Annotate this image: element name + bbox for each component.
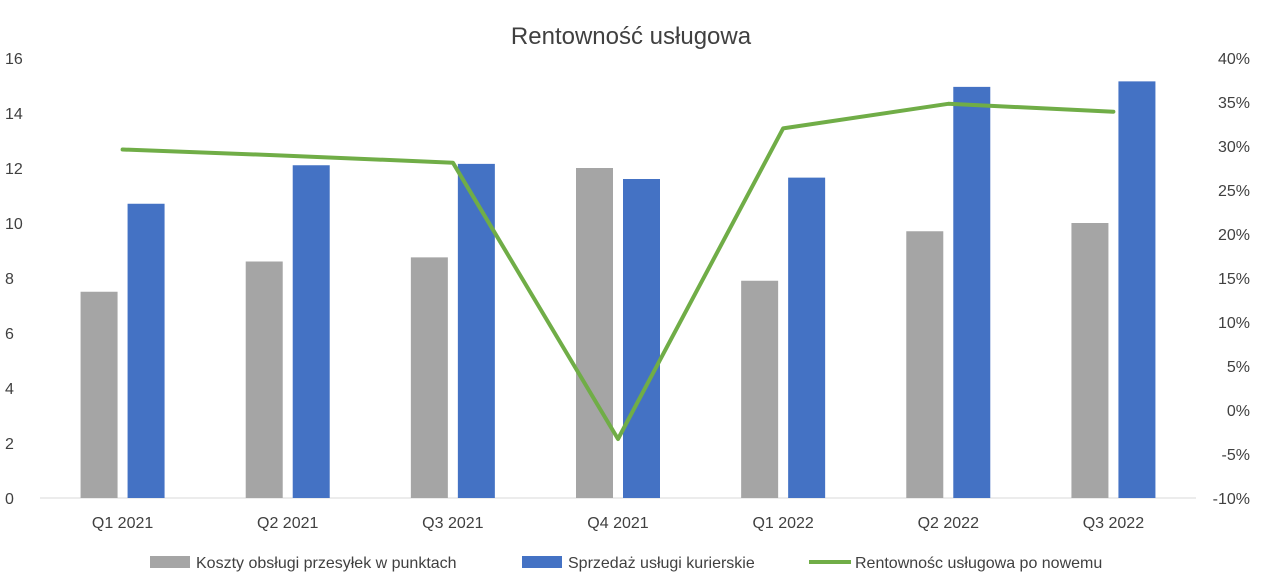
bar-koszty <box>410 257 448 498</box>
x-labels: Q1 2021 Q2 2021 Q3 2021 Q4 2021 Q1 2022 Q2 20… <box>92 515 1144 532</box>
right-axis-tick-label: 20% <box>1218 227 1250 244</box>
right-axis-tick-label: 40% <box>1218 51 1250 68</box>
chart-title: Rentowność usługowa <box>511 23 752 50</box>
bar-sprzedaz <box>292 165 330 498</box>
x-tick-label: Q2 2022 <box>918 515 979 532</box>
x-tick-label: Q4 2021 <box>587 515 648 532</box>
legend-swatch <box>522 556 562 568</box>
x-tick-label: Q3 2021 <box>422 515 483 532</box>
left-axis-tick-label: 14 <box>5 106 23 123</box>
left-axis-tick-label: 4 <box>5 381 14 398</box>
legend: Koszty obsługi przesyłek w punktach Sprze… <box>150 555 1102 572</box>
left-axis-tick-label: 8 <box>5 271 14 288</box>
bars <box>80 81 1156 498</box>
bar-koszty <box>576 168 613 498</box>
bar-koszty <box>906 231 944 498</box>
bar-sprzedaz <box>953 86 991 498</box>
left-axis-tick-label: 6 <box>5 326 14 343</box>
bar-sprzedaz <box>127 203 165 498</box>
left-axis-tick-label: 16 <box>5 51 23 68</box>
legend-label: Rentownośc usługowa po nowemu <box>855 555 1102 572</box>
legend-label: Koszty obsługi przesyłek w punktach <box>196 555 457 572</box>
left-axis-tick-label: 2 <box>5 436 14 453</box>
bar-koszty <box>741 280 779 498</box>
legend-swatch <box>150 556 190 568</box>
line-series <box>120 101 1116 441</box>
bar-koszty <box>245 261 283 498</box>
right-axis-tick-label: 35% <box>1218 95 1250 112</box>
left-axis-tick-label: 0 <box>5 491 14 508</box>
legend-label: Sprzedaż usługi kurierskie <box>568 555 755 572</box>
x-tick-label: Q1 2021 <box>92 515 153 532</box>
right-axis-tick-label: 5% <box>1227 359 1250 376</box>
x-tick-label: Q1 2022 <box>752 515 813 532</box>
right-axis-tick-label: -5% <box>1222 447 1250 464</box>
bar-sprzedaz <box>1118 81 1156 498</box>
left-axis-tick-label: 10 <box>5 216 23 233</box>
left-axis: 0 2 4 6 8 10 12 14 16 <box>5 51 23 508</box>
bar-sprzedaz <box>457 163 495 498</box>
right-axis-tick-label: 25% <box>1218 183 1250 200</box>
right-axis-tick-label: 0% <box>1227 403 1250 420</box>
bar-koszty <box>80 291 118 498</box>
right-axis-tick-label: 30% <box>1218 139 1250 156</box>
bar-koszty <box>1071 223 1109 498</box>
right-axis: -10% -5% 0% 5% 10% 15% 20% 25% 30% 35% 40% <box>1213 51 1250 508</box>
bar-sprzedaz <box>623 179 660 498</box>
rentownosc-line <box>120 101 1116 441</box>
right-axis-tick-label: 15% <box>1218 271 1250 288</box>
bar-sprzedaz <box>788 177 826 498</box>
x-tick-label: Q3 2022 <box>1083 515 1144 532</box>
right-axis-tick-label: 10% <box>1218 315 1250 332</box>
left-axis-tick-label: 12 <box>5 161 23 178</box>
x-tick-label: Q2 2021 <box>257 515 318 532</box>
right-axis-tick-label: -10% <box>1213 491 1250 508</box>
